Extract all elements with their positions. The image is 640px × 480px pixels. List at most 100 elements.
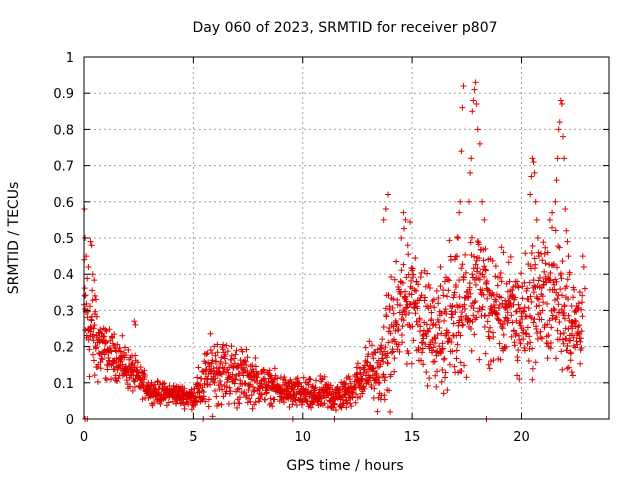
data-point <box>492 273 499 280</box>
data-point <box>448 338 455 345</box>
data-point <box>300 374 307 381</box>
data-point <box>370 365 377 372</box>
data-point <box>566 271 573 278</box>
data-point <box>454 341 461 348</box>
data-point <box>556 319 563 326</box>
data-point <box>114 341 121 348</box>
data-point <box>439 345 446 352</box>
data-point <box>476 356 483 363</box>
data-point <box>451 363 458 370</box>
data-point <box>89 271 96 278</box>
data-point <box>258 391 265 398</box>
data-point <box>398 332 405 339</box>
data-point <box>579 313 586 320</box>
data-point <box>519 329 526 336</box>
data-point <box>387 371 394 378</box>
data-point <box>87 328 94 335</box>
data-point <box>132 321 139 328</box>
data-point <box>397 302 404 309</box>
data-point <box>199 384 206 391</box>
data-point <box>289 401 296 408</box>
data-point <box>193 397 200 404</box>
data-point <box>246 395 253 402</box>
data-point <box>451 256 458 263</box>
data-point <box>398 235 405 241</box>
data-point <box>491 304 498 311</box>
data-point <box>358 378 365 385</box>
data-point <box>449 302 456 309</box>
data-point <box>485 328 492 335</box>
data-point <box>218 401 225 408</box>
data-point <box>540 282 547 289</box>
data-point <box>522 250 529 257</box>
data-point <box>554 155 561 162</box>
data-point <box>439 340 446 347</box>
data-point <box>165 399 172 406</box>
data-point <box>456 303 463 310</box>
data-point <box>380 358 387 365</box>
data-point <box>430 344 437 351</box>
x-tick-label: 10 <box>294 430 311 445</box>
data-point <box>509 286 516 293</box>
data-point <box>110 358 117 365</box>
data-point <box>119 353 126 360</box>
data-point <box>440 287 447 294</box>
data-point <box>456 209 463 216</box>
data-point <box>554 327 561 334</box>
data-point <box>479 287 486 294</box>
data-point <box>530 289 537 296</box>
data-point <box>557 330 564 337</box>
data-point <box>498 278 505 285</box>
data-point <box>104 366 111 373</box>
data-point <box>246 372 253 379</box>
data-point <box>474 126 481 133</box>
data-point <box>218 381 225 388</box>
data-point <box>487 358 494 365</box>
data-point <box>405 251 412 258</box>
data-point <box>271 396 278 403</box>
data-point <box>121 344 128 351</box>
data-point <box>222 351 229 358</box>
data-point <box>514 278 521 285</box>
data-point <box>390 310 397 317</box>
data-point <box>431 334 438 341</box>
data-point <box>513 317 520 324</box>
data-point <box>580 263 587 270</box>
data-point <box>386 387 393 394</box>
data-point <box>213 393 220 400</box>
data-point <box>508 292 515 299</box>
data-point <box>381 396 388 403</box>
data-point <box>491 302 498 309</box>
data-point <box>466 198 472 205</box>
data-point <box>236 394 243 401</box>
data-point <box>245 386 252 393</box>
data-point <box>547 270 554 277</box>
data-point <box>219 386 226 393</box>
data-point <box>439 366 446 373</box>
data-point <box>474 265 481 272</box>
y-tick-label: 0.9 <box>53 87 74 102</box>
data-point <box>375 357 382 364</box>
data-point <box>536 302 543 309</box>
data-point <box>493 310 500 317</box>
data-point <box>188 406 195 413</box>
data-point <box>524 285 531 292</box>
data-point <box>499 321 506 328</box>
data-point <box>565 325 572 332</box>
data-point <box>553 278 560 285</box>
data-point <box>544 300 551 307</box>
data-point <box>573 338 580 345</box>
data-point <box>553 314 560 321</box>
data-point <box>400 225 407 232</box>
data-point <box>567 337 574 344</box>
data-point <box>563 227 570 234</box>
data-point <box>419 345 426 352</box>
data-point <box>357 393 364 400</box>
data-point <box>570 334 577 341</box>
data-point <box>441 317 448 324</box>
data-point <box>549 209 556 216</box>
data-point <box>535 296 542 303</box>
data-point <box>504 320 511 327</box>
data-point <box>217 370 224 377</box>
data-point <box>413 287 420 294</box>
